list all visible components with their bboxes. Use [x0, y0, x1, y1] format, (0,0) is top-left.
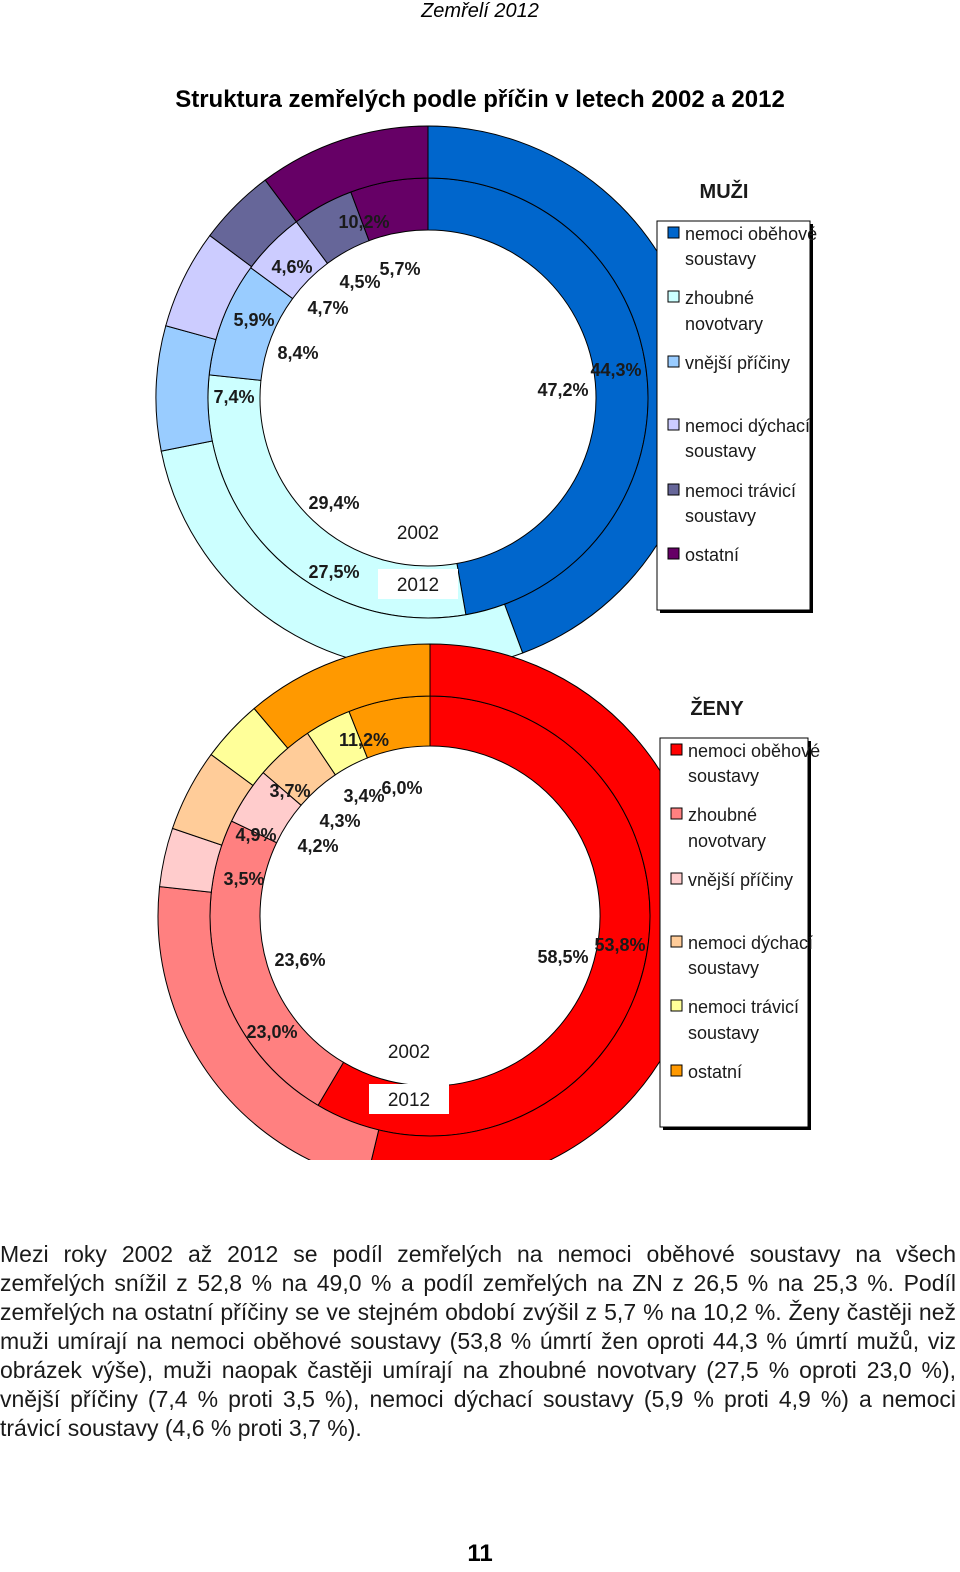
data-label-2012-1: 44,3% — [590, 360, 641, 380]
data-label-2002-6: 6,0% — [381, 778, 422, 798]
legend-title: MUŽI — [700, 179, 749, 203]
slice-2012-6 — [264, 125, 429, 223]
legend-label-4: nemoci dýchací soustavy — [685, 416, 810, 461]
data-label-2002-1: 47,2% — [537, 380, 588, 400]
legend-label-2: zhoubné novotvary — [688, 805, 766, 851]
page-title: Struktura zemřelých podle příčin v letec… — [175, 86, 785, 113]
legend-box — [659, 737, 809, 1128]
year-label-2002: 2002 — [388, 1042, 430, 1063]
legend-label-3: vnější příčiny — [685, 353, 790, 373]
data-label-2012-5: 3,7% — [269, 781, 310, 801]
legend-box — [656, 220, 811, 611]
legend-label-3: vnější příčiny — [688, 870, 793, 890]
charts-canvas: 2002 2012 47,2% 29,4% 8,4% 4,7% 4,5%5,7% 44,3% 2… — [155, 125, 820, 1160]
data-label-2002-5: 3,4% — [343, 786, 384, 806]
data-label-2012-2: 23,0% — [246, 1022, 297, 1042]
legend-label-6: ostatní — [685, 545, 739, 565]
legend-swatch-3 — [667, 355, 680, 368]
legend-label-4: nemoci dýchací soustavy — [688, 933, 813, 978]
legend-label-2: zhoubné novotvary — [685, 288, 763, 334]
page-header: Zemřelí 2012 — [421, 0, 539, 22]
data-label-2002-3: 4,2% — [297, 836, 338, 856]
data-label-2002-6: 5,7% — [379, 259, 420, 279]
legend-title: ŽENY — [690, 696, 744, 720]
data-label-2002-5: 4,5% — [339, 272, 380, 292]
year-label-2002: 2002 — [397, 523, 439, 544]
year-box-2012 — [369, 1084, 449, 1114]
legend-swatch-1 — [670, 743, 683, 756]
data-label-2002-4: 4,3% — [319, 811, 360, 831]
legend-swatch-4 — [667, 418, 680, 431]
legend-swatch-5 — [667, 483, 680, 496]
data-label-2012-3: 7,4% — [213, 387, 254, 407]
body-paragraph: Mezi roky 2002 až 2012 se podíl zemřelýc… — [0, 1241, 956, 1441]
legend-label-1: nemoci oběhové soustavy — [685, 224, 817, 269]
data-label-2012-3: 3,5% — [223, 869, 264, 889]
page-number: 11 — [467, 1540, 493, 1567]
data-label-2012-6: 10,2% — [338, 212, 389, 232]
legend-swatch-2 — [667, 290, 680, 303]
donut-chart-1: 2002 2012 47,2% 29,4% 8,4% 4,7% 4,5%5,7% 44,3% 2… — [155, 125, 817, 671]
data-label-2012-4: 5,9% — [233, 310, 274, 330]
data-label-2002-4: 4,7% — [307, 298, 348, 318]
data-label-2012-4: 4,9% — [235, 825, 276, 845]
year-label-2012: 2012 — [388, 1090, 430, 1111]
legend-label-5: nemoci trávicí soustavy — [688, 997, 799, 1043]
year-box-2002 — [369, 1036, 449, 1066]
data-label-2012-6: 11,2% — [339, 730, 389, 750]
legend-label-5: nemoci trávicí soustavy — [685, 481, 796, 526]
legend-swatch-6 — [667, 547, 680, 560]
legend-swatch-1 — [667, 226, 680, 239]
legend-label-1: nemoci oběhové soustavy — [688, 741, 820, 786]
legend-swatch-6 — [670, 1064, 683, 1077]
legend-swatch-5 — [670, 999, 683, 1012]
year-box-2002 — [378, 517, 458, 547]
legend-swatch-2 — [670, 807, 683, 820]
slice-2012-3 — [155, 325, 217, 452]
data-label-2002-2: 29,4% — [308, 493, 359, 513]
data-label-2002-1: 58,5% — [537, 947, 588, 967]
donut-chart-2: 2002 2012 58,5% 23,6% 4,2% 4,3% 3,4%6,0% 53,8% 2… — [157, 643, 820, 1160]
year-label-2012: 2012 — [397, 575, 439, 596]
legend-swatch-4 — [670, 935, 683, 948]
data-label-2002-3: 8,4% — [277, 343, 318, 363]
legend-swatch-3 — [670, 872, 683, 885]
year-box-2012 — [378, 569, 458, 599]
data-label-2012-2: 27,5% — [308, 562, 359, 582]
data-label-2012-5: 4,6% — [271, 257, 312, 277]
slice-2012-1 — [427, 125, 701, 654]
slice-2012-6 — [253, 643, 431, 749]
data-label-2002-2: 23,6% — [274, 950, 325, 970]
legend-label-6: ostatní — [688, 1062, 742, 1082]
data-label-2012-1: 53,8% — [594, 935, 645, 955]
